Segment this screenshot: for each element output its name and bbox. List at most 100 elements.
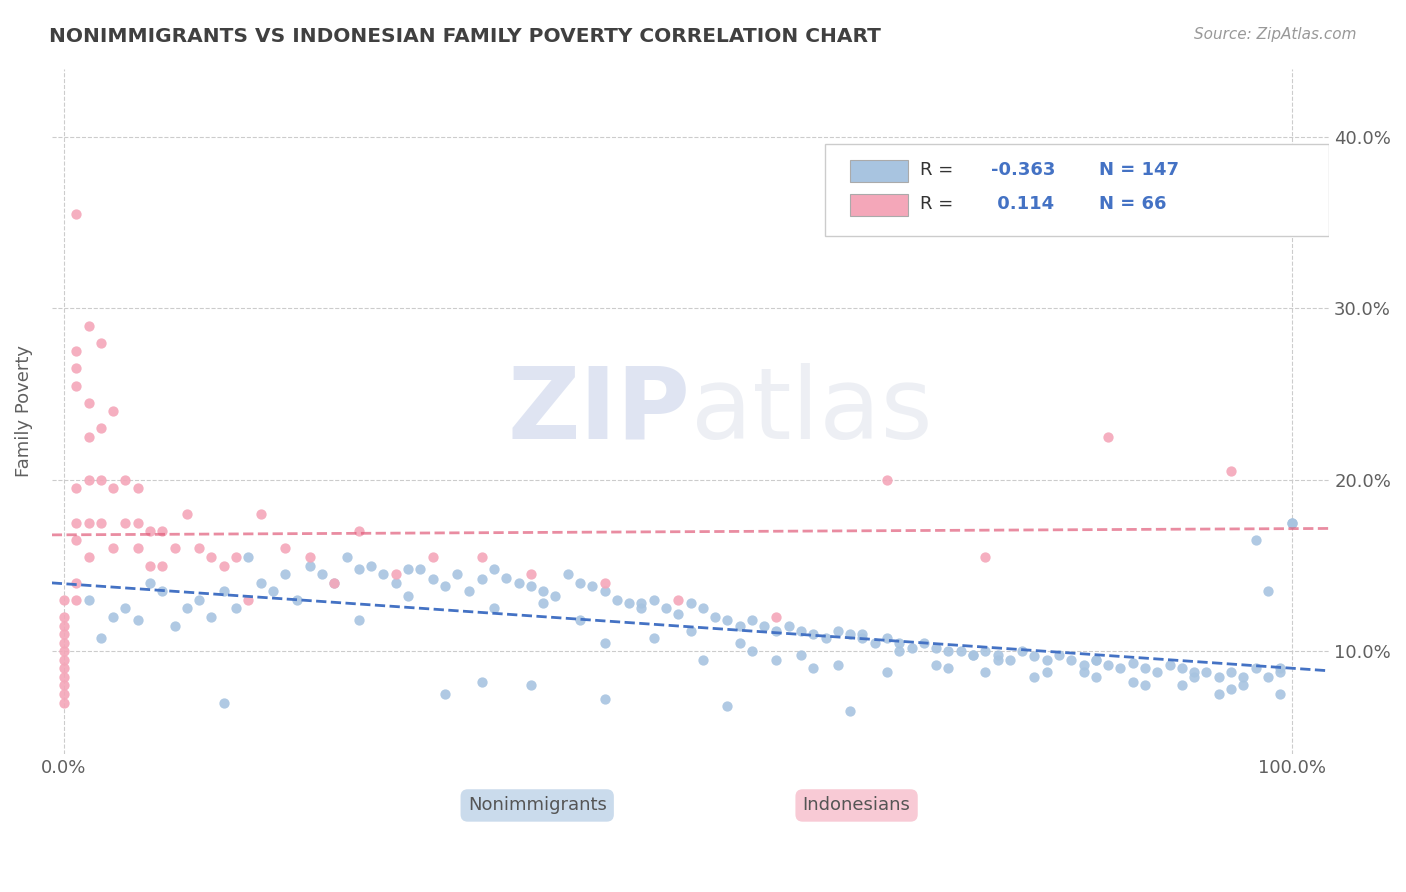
Text: atlas: atlas — [690, 363, 932, 459]
Point — [643, 592, 665, 607]
Point — [396, 590, 419, 604]
Point — [482, 601, 505, 615]
Point — [188, 541, 211, 556]
FancyBboxPatch shape — [851, 194, 908, 216]
Text: R =: R = — [921, 161, 953, 179]
Point — [53, 653, 76, 667]
Point — [287, 592, 309, 607]
Point — [949, 644, 972, 658]
Point — [77, 318, 100, 333]
Point — [150, 584, 173, 599]
Point — [1232, 670, 1254, 684]
Point — [1244, 533, 1267, 547]
Point — [433, 579, 456, 593]
Point — [1024, 649, 1046, 664]
Text: N = 147: N = 147 — [1099, 161, 1180, 179]
Point — [557, 567, 579, 582]
Point — [581, 579, 603, 593]
Point — [53, 610, 76, 624]
Point — [1133, 678, 1156, 692]
Point — [765, 653, 787, 667]
Point — [65, 482, 87, 496]
Point — [1257, 670, 1279, 684]
Point — [422, 549, 444, 564]
Point — [692, 653, 714, 667]
Point — [150, 558, 173, 573]
Point — [77, 549, 100, 564]
Point — [666, 607, 689, 621]
Point — [520, 678, 543, 692]
Point — [53, 618, 76, 632]
Point — [679, 596, 702, 610]
Point — [1268, 661, 1291, 675]
Point — [790, 648, 813, 662]
Point — [876, 473, 898, 487]
Point — [65, 516, 87, 530]
Point — [814, 631, 837, 645]
Point — [1220, 665, 1243, 679]
Point — [1182, 670, 1205, 684]
Point — [568, 575, 591, 590]
Text: Indonesians: Indonesians — [803, 797, 911, 814]
Point — [655, 601, 678, 615]
Point — [90, 631, 112, 645]
Point — [1035, 653, 1057, 667]
Point — [876, 665, 898, 679]
Point — [1281, 516, 1303, 530]
Text: R =: R = — [921, 195, 953, 213]
Point — [741, 613, 763, 627]
Point — [630, 601, 652, 615]
Point — [495, 570, 517, 584]
Point — [53, 644, 76, 658]
Point — [778, 618, 800, 632]
Point — [863, 635, 886, 649]
Point — [482, 562, 505, 576]
Point — [433, 687, 456, 701]
Point — [716, 699, 738, 714]
Point — [53, 592, 76, 607]
Point — [249, 507, 271, 521]
Point — [1257, 584, 1279, 599]
Point — [998, 653, 1021, 667]
Point — [851, 627, 873, 641]
Point — [188, 592, 211, 607]
Point — [335, 549, 357, 564]
Point — [298, 558, 321, 573]
Point — [1195, 665, 1218, 679]
Point — [53, 661, 76, 675]
Point — [544, 590, 567, 604]
FancyBboxPatch shape — [825, 144, 1329, 236]
Point — [238, 549, 260, 564]
Point — [974, 549, 997, 564]
Point — [471, 549, 494, 564]
Point — [716, 613, 738, 627]
Point — [127, 541, 149, 556]
Point — [298, 549, 321, 564]
Point — [238, 592, 260, 607]
Point — [889, 635, 911, 649]
Point — [593, 575, 616, 590]
Point — [274, 567, 297, 582]
Text: Nonimmigrants: Nonimmigrants — [468, 797, 606, 814]
Point — [384, 575, 406, 590]
Point — [311, 567, 333, 582]
Point — [347, 562, 370, 576]
Point — [728, 618, 751, 632]
Text: ZIP: ZIP — [508, 363, 690, 459]
Point — [704, 610, 727, 624]
Point — [139, 524, 162, 539]
Point — [1024, 670, 1046, 684]
Point — [65, 207, 87, 221]
Point — [409, 562, 432, 576]
Point — [77, 473, 100, 487]
Point — [101, 541, 124, 556]
Point — [77, 430, 100, 444]
Text: 0.114: 0.114 — [991, 195, 1054, 213]
Point — [520, 579, 543, 593]
Point — [347, 613, 370, 627]
Y-axis label: Family Poverty: Family Poverty — [15, 345, 32, 477]
Point — [1268, 687, 1291, 701]
Point — [127, 482, 149, 496]
Point — [728, 635, 751, 649]
Point — [225, 601, 247, 615]
